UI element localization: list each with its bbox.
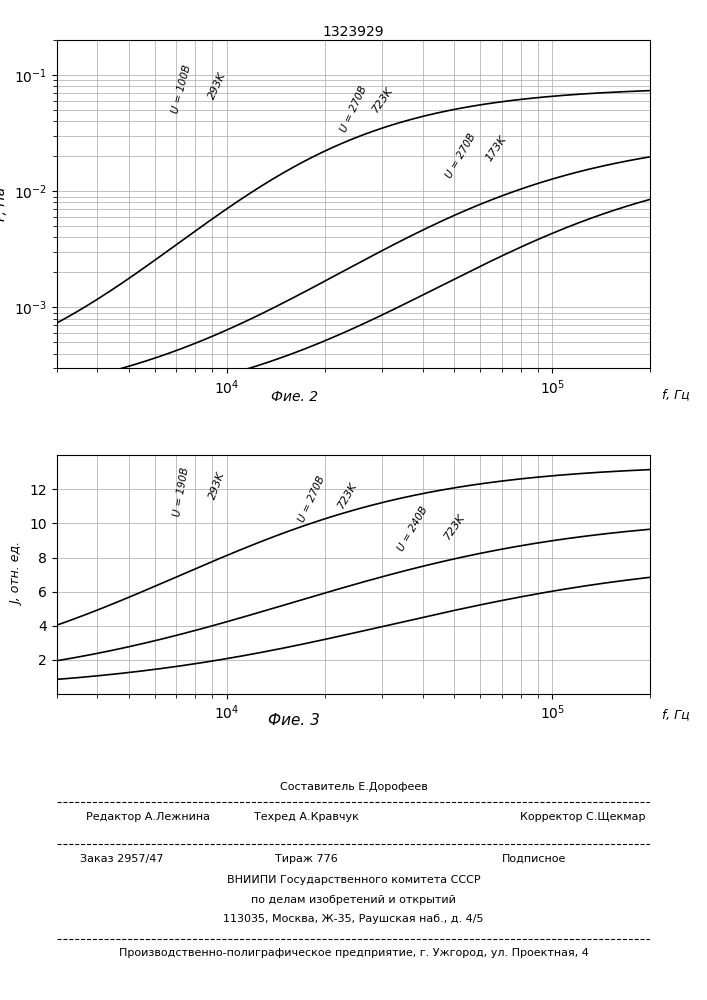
- Text: 293K: 293K: [206, 71, 228, 101]
- Text: U = 100B: U = 100B: [170, 63, 192, 114]
- Text: 723K: 723K: [371, 85, 395, 114]
- Text: U = 270B: U = 270B: [297, 475, 327, 524]
- Text: Фиe. 3: Фиe. 3: [268, 713, 320, 728]
- Text: Тираж 776: Тираж 776: [274, 854, 337, 864]
- Text: 1323929: 1323929: [322, 25, 385, 39]
- Text: f, Гц: f, Гц: [662, 708, 690, 721]
- Text: 293K: 293K: [207, 470, 226, 500]
- Text: f, Гц: f, Гц: [662, 388, 690, 401]
- Text: U = 240B: U = 240B: [396, 505, 430, 553]
- Text: по делам изобретений и открытий: по делам изобретений и открытий: [251, 895, 456, 905]
- Text: 173K: 173K: [484, 134, 508, 163]
- Text: ВНИИПИ Государственного комитета СССР: ВНИИПИ Государственного комитета СССР: [227, 875, 480, 885]
- Text: Производственно-полиграфическое предприятие, г. Ужгород, ул. Проектная, 4: Производственно-полиграфическое предприя…: [119, 948, 588, 958]
- Text: 113035, Москва, Ж-35, Раушская наб., д. 4/5: 113035, Москва, Ж-35, Раушская наб., д. …: [223, 914, 484, 924]
- Y-axis label: J, отн. ед.: J, отн. ед.: [11, 543, 23, 606]
- Text: Редактор А.Лежнина: Редактор А.Лежнина: [86, 812, 210, 822]
- Text: Заказ 2957/47: Заказ 2957/47: [81, 854, 164, 864]
- Text: Техред А.Кравчук: Техред А.Кравчук: [254, 812, 358, 822]
- Text: Подписное: Подписное: [502, 854, 566, 864]
- Text: U = 190B: U = 190B: [172, 466, 190, 517]
- Text: U = 270B: U = 270B: [443, 132, 477, 180]
- Y-axis label: P, Па: P, Па: [0, 187, 8, 221]
- Text: U = 270B: U = 270B: [339, 84, 368, 134]
- Text: 723K: 723K: [336, 480, 359, 510]
- Text: Корректор С.Щекмар: Корректор С.Щекмар: [520, 812, 645, 822]
- Text: Фиe. 2: Фиe. 2: [271, 390, 317, 404]
- Text: 723K: 723K: [442, 512, 467, 541]
- Text: Составитель Е.Дорофеев: Составитель Е.Дорофеев: [280, 782, 427, 792]
